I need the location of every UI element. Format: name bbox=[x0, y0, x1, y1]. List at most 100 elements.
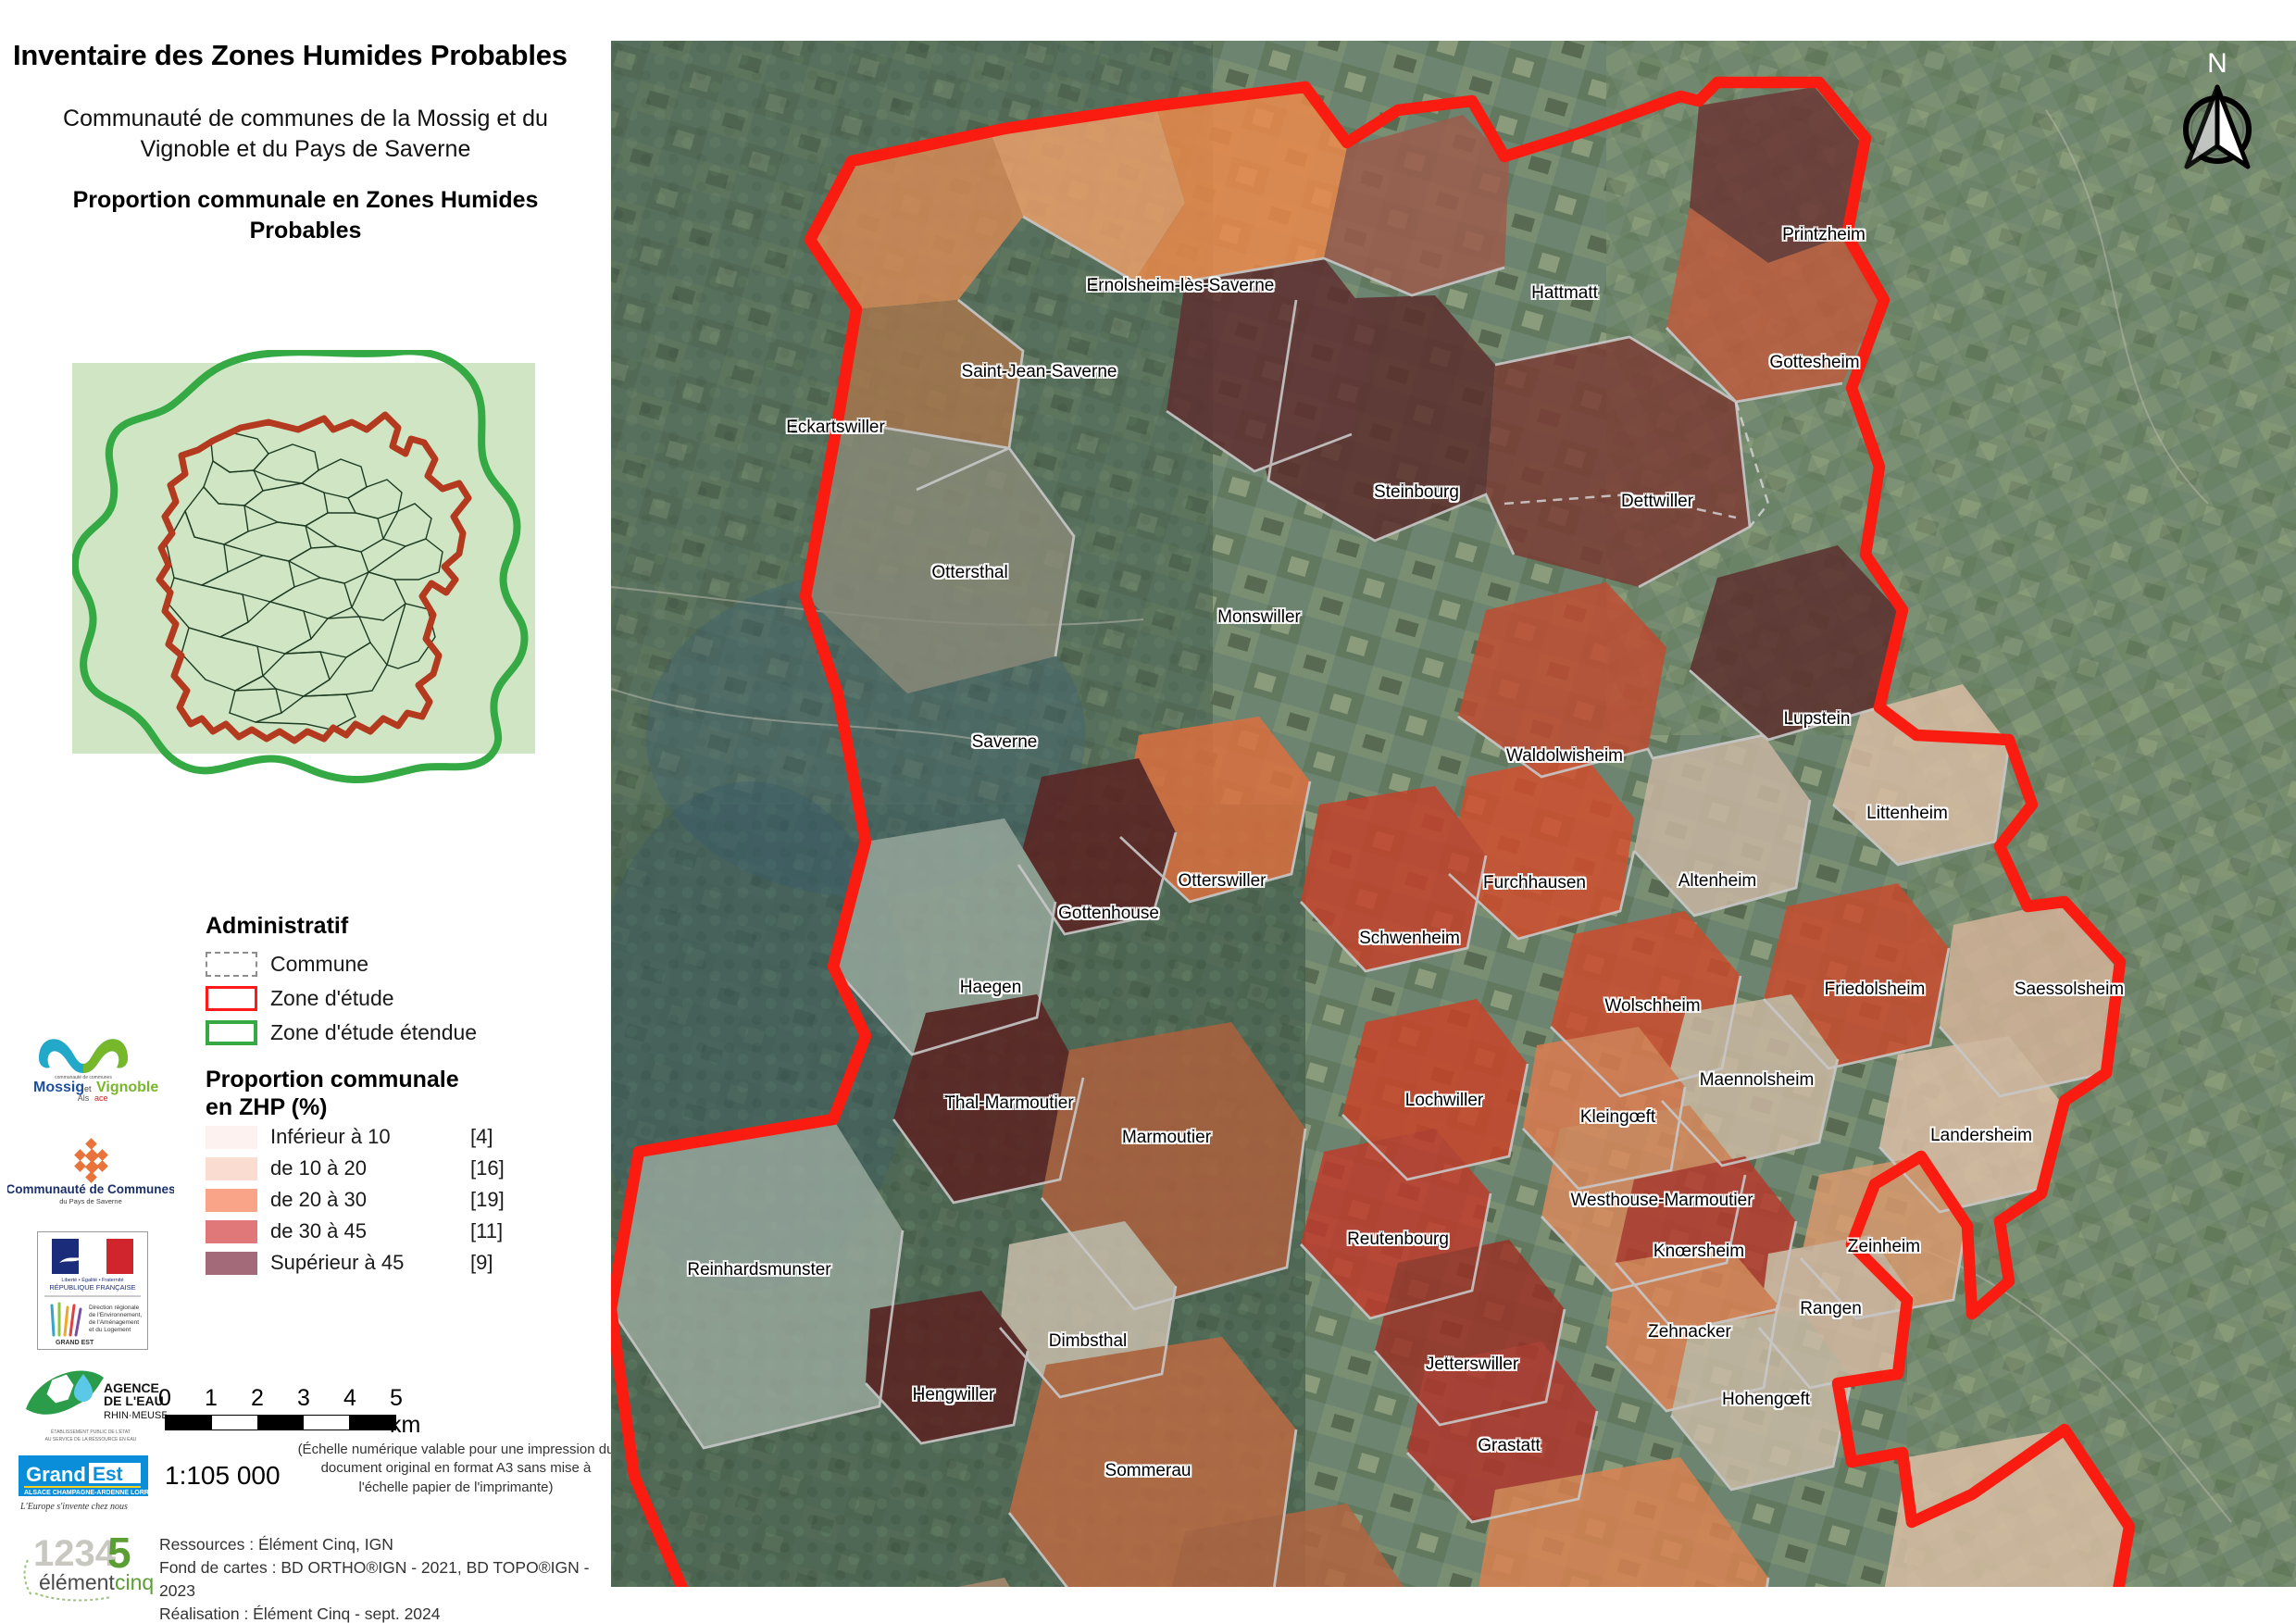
scale-segment bbox=[166, 1416, 212, 1429]
class-swatch-1 bbox=[206, 1156, 257, 1180]
scale-segment bbox=[257, 1416, 304, 1429]
commune-polygon-waldolwisheim bbox=[1458, 582, 1666, 777]
commune-boundary-dashed bbox=[1504, 401, 1770, 528]
commune-polygon-dettwiller bbox=[1486, 337, 1750, 587]
commune-polygon-monswiller bbox=[1167, 258, 1375, 471]
commune-polygon-hattmatt bbox=[1324, 115, 1509, 295]
commune-polygon-wasselonne bbox=[1479, 1457, 1768, 1587]
class-swatch-0 bbox=[206, 1125, 257, 1149]
scale-segment bbox=[303, 1416, 350, 1429]
commune-polygon-furchhausen bbox=[1449, 754, 1634, 939]
legend-class-row: de 20 à 30 [19] bbox=[206, 1184, 594, 1216]
commune-polygon-hengwiller bbox=[866, 1291, 1028, 1443]
commune-polygon-saverne bbox=[805, 420, 1074, 693]
svg-text:DE L'EAU: DE L'EAU bbox=[104, 1393, 164, 1408]
commune-choropleth[interactable] bbox=[611, 87, 2194, 1587]
scale-tick-5: 5 km bbox=[390, 1385, 421, 1438]
commune-polygon-littenheim bbox=[1833, 684, 2009, 865]
legend-label-zone-etude: Zone d'étude bbox=[270, 986, 394, 1010]
svg-text:du Pays de Saverne: du Pays de Saverne bbox=[59, 1197, 122, 1205]
commune-polygon-saint-jean-saverne bbox=[991, 110, 1185, 281]
credits: Ressources : Élément Cinq, IGN Fond de c… bbox=[159, 1533, 604, 1623]
scale-tick-2: 2 bbox=[251, 1385, 264, 1411]
legend-admin-heading: Administratif bbox=[206, 913, 349, 939]
legend-item-zone-etude-etendue: Zone d'étude étendue bbox=[206, 1016, 594, 1050]
class-swatch-2 bbox=[206, 1188, 257, 1212]
scale-bar-graphic bbox=[165, 1415, 396, 1430]
svg-text:L'Europe s'invente chez nous: L'Europe s'invente chez nous bbox=[19, 1502, 128, 1512]
commune-polygon-wangenbourg-engenthal bbox=[958, 1578, 1010, 1587]
svg-text:et du Logement: et du Logement bbox=[89, 1327, 131, 1333]
class-count-0: [4] bbox=[470, 1125, 493, 1148]
svg-text:RHIN·MEUSE: RHIN·MEUSE bbox=[104, 1410, 167, 1421]
zone-etude-swatch bbox=[206, 986, 257, 1011]
commune-polygon-sommerau bbox=[1009, 1337, 1296, 1587]
zone-etude-boundary bbox=[611, 76, 2136, 1587]
page-title: Inventaire des Zones Humides Probables bbox=[13, 39, 568, 71]
scale-tick-3: 3 bbox=[297, 1385, 310, 1411]
svg-text:ÉTABLISSEMENT PUBLIC DE L'ÉTAT: ÉTABLISSEMENT PUBLIC DE L'ÉTAT bbox=[51, 1429, 131, 1435]
logo-dreal-grand-est: Liberté • Égalité • Fraternité RÉPUBLIQU… bbox=[37, 1231, 148, 1350]
class-swatch-4 bbox=[206, 1251, 257, 1275]
inset-zone-etendue-outline bbox=[72, 350, 529, 784]
legend-proportion-heading-line1: Proportion communale bbox=[206, 1067, 459, 1092]
svg-text:1234: 1234 bbox=[33, 1533, 117, 1574]
commune-polygon-romanswiller bbox=[1172, 1504, 1404, 1587]
commune-polygon-reinhardsmunster bbox=[611, 1119, 903, 1448]
commune-polygon-eckartswiller bbox=[810, 133, 1023, 309]
legend-class-row: de 10 à 20 [16] bbox=[206, 1153, 594, 1184]
commune-polygon-maennolsheim bbox=[1662, 994, 1838, 1166]
legend: Administratif Commune Zone d'étude Zone … bbox=[206, 913, 594, 1279]
svg-text:communauté de communes: communauté de communes bbox=[55, 1075, 112, 1080]
commune-polygon-nordheim bbox=[1884, 1429, 2129, 1587]
commune-polygon-printzheim bbox=[1690, 87, 1861, 263]
svg-text:Als: Als bbox=[78, 1093, 90, 1103]
logo-mossig-et-vignoble: communauté de communes Mossig et Vignobl… bbox=[26, 1023, 160, 1103]
commune-polygon-lochwiller bbox=[1342, 999, 1528, 1180]
logo-grand-est: Grand Est ALSACE CHAMPAGNE-ARDENNE LORRA… bbox=[17, 1454, 165, 1518]
legend-item-zone-etude: Zone d'étude bbox=[206, 981, 594, 1016]
svg-text:AU SERVICE DE LA RESSOURCE EN: AU SERVICE DE LA RESSOURCE EN EAU bbox=[45, 1437, 137, 1442]
map-canvas[interactable]: N Ernolsheim-lès-Saverne Hattmatt Printzhe… bbox=[611, 41, 2296, 1587]
class-label-2: de 20 à 30 bbox=[270, 1188, 367, 1211]
inset-commune-boundaries bbox=[166, 432, 443, 730]
svg-text:cinq: cinq bbox=[115, 1570, 154, 1594]
locator-inset-map bbox=[72, 350, 535, 785]
class-count-2: [19] bbox=[470, 1188, 505, 1211]
class-label-0: Inférieur à 10 bbox=[270, 1125, 391, 1148]
commune-polygon-gottenhouse bbox=[1018, 758, 1176, 934]
legend-item-commune: Commune bbox=[206, 947, 594, 981]
class-label-4: Supérieur à 45 bbox=[270, 1251, 405, 1274]
scale-tick-0: 0 bbox=[158, 1385, 171, 1411]
svg-text:ace: ace bbox=[94, 1093, 108, 1103]
commune-polygon-gottesheim bbox=[1666, 207, 1879, 402]
scale-note: (Échelle numérique valable pour une impr… bbox=[297, 1442, 615, 1495]
legend-label-commune: Commune bbox=[270, 952, 369, 976]
map-svg bbox=[611, 41, 2296, 1587]
commune-boundary-swatch bbox=[206, 952, 257, 977]
logo-element-cinq: 1234 5 élément cinq bbox=[19, 1523, 167, 1606]
commune-polygon-lupstein bbox=[1690, 545, 1898, 740]
left-panel: Inventaire des Zones Humides Probables C… bbox=[0, 0, 614, 1623]
svg-text:Grand: Grand bbox=[26, 1463, 86, 1486]
svg-text:de l'Aménagement: de l'Aménagement bbox=[89, 1319, 139, 1326]
svg-text:Liberté • Égalité • Fraternité: Liberté • Égalité • Fraternité bbox=[61, 1277, 123, 1283]
logo-agence-de-leau-rhin-meuse: AGENCE DE L'EAU RHIN·MEUSE ÉTABLISSEMENT… bbox=[19, 1361, 168, 1450]
class-label-3: de 30 à 45 bbox=[270, 1219, 367, 1242]
zone-etude-etendue-swatch bbox=[206, 1020, 257, 1045]
svg-text:Mossig: Mossig bbox=[33, 1080, 84, 1095]
class-swatch-3 bbox=[206, 1219, 257, 1243]
svg-text:GRAND EST: GRAND EST bbox=[56, 1340, 94, 1346]
svg-text:5: 5 bbox=[107, 1529, 131, 1577]
class-count-3: [11] bbox=[470, 1219, 504, 1242]
svg-text:et: et bbox=[84, 1084, 92, 1093]
commune-polygon-schwenheim bbox=[1301, 786, 1486, 971]
svg-text:de l'Environnement,: de l'Environnement, bbox=[89, 1312, 142, 1318]
svg-text:ALSACE CHAMPAGNE-ARDENNE LORRA: ALSACE CHAMPAGNE-ARDENNE LORRAINE bbox=[24, 1490, 156, 1496]
scale-tick-4: 4 bbox=[343, 1385, 356, 1411]
legend-proportion-heading: Proportion communale en ZHP (%) bbox=[206, 1067, 594, 1121]
svg-text:RÉPUBLIQUE FRANÇAISE: RÉPUBLIQUE FRANÇAISE bbox=[49, 1283, 135, 1292]
svg-text:Est: Est bbox=[93, 1464, 123, 1485]
svg-text:Direction régionale: Direction régionale bbox=[89, 1305, 140, 1311]
class-label-1: de 10 à 20 bbox=[270, 1156, 367, 1180]
